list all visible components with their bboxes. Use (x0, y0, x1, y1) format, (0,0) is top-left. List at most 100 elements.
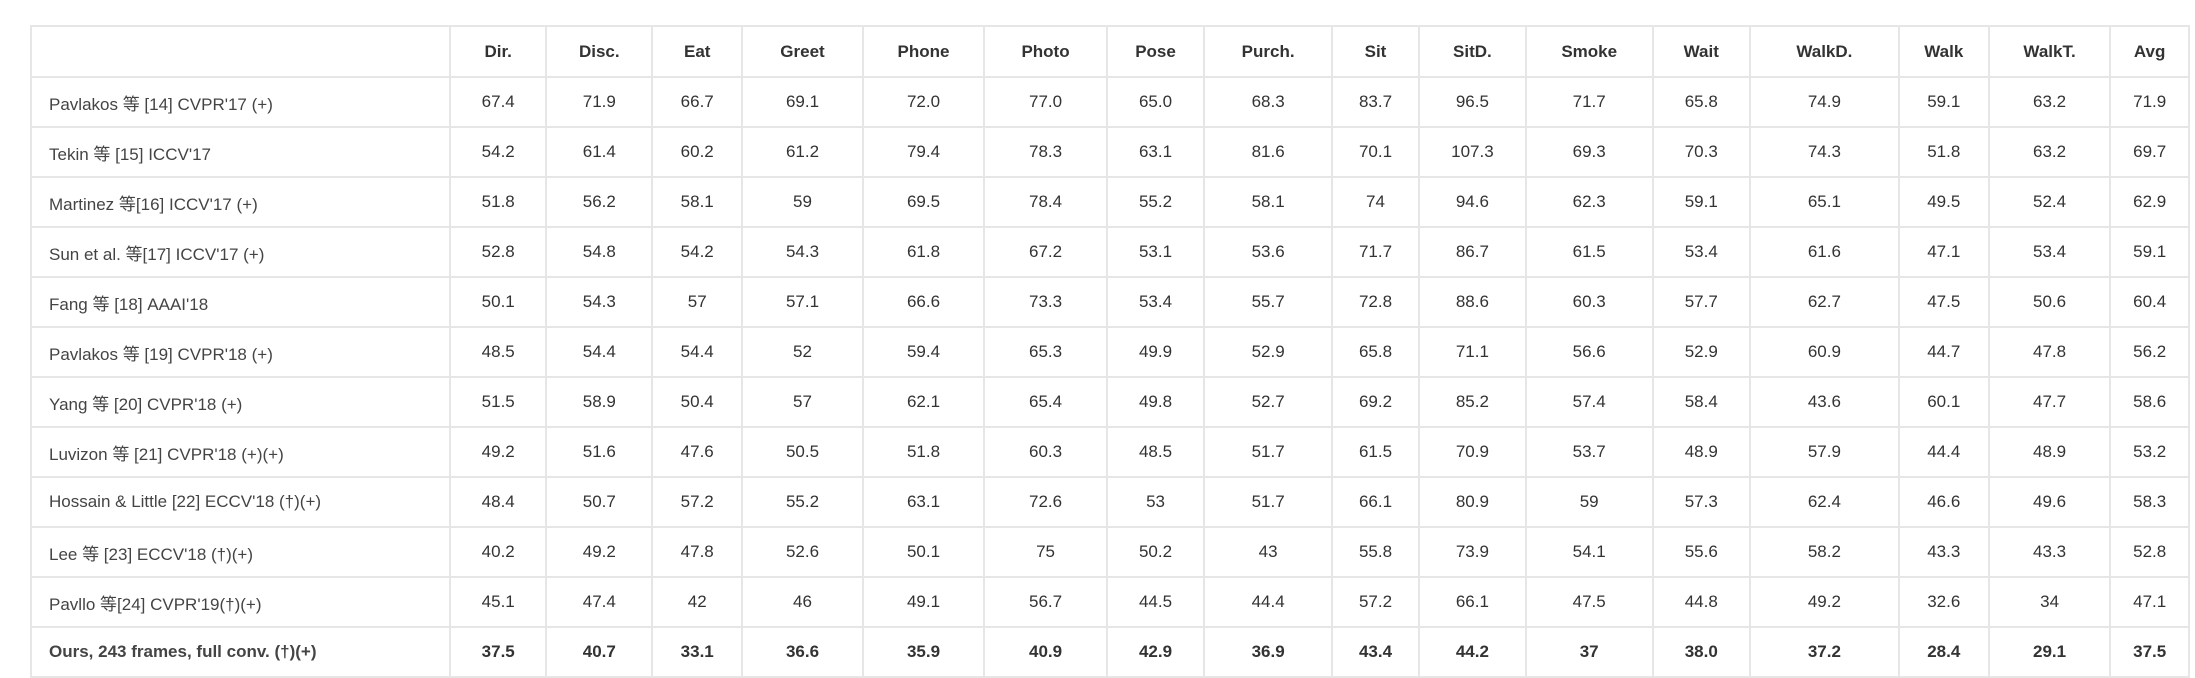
value-cell: 78.4 (983, 176, 1108, 228)
value-cell: 77.0 (983, 76, 1108, 128)
value-cell: 37 (1524, 626, 1654, 678)
value-cell: 58.3 (2109, 476, 2190, 528)
table-row: Tekin 等 [15] ICCV'17 54.2 61.4 60.2 61.2 79.4… (29, 126, 2190, 178)
value-cell: 33.1 (651, 626, 744, 678)
value-cell: 61.5 (1331, 426, 1420, 478)
column-header: WalkD. (1748, 25, 1900, 78)
value-cell: 40.9 (983, 626, 1108, 678)
method-cell: Tekin 等 [15] ICCV'17 (29, 126, 452, 178)
table-row: Fang 等 [18] AAAI'18 50.1 54.3 57 57.1 66.6 73.… (29, 276, 2190, 328)
value-cell: 69.5 (861, 176, 986, 228)
value-cell: 80.9 (1417, 476, 1527, 528)
column-header: Smoke (1524, 25, 1654, 78)
value-cell: 58.6 (2109, 376, 2190, 428)
value-cell: 78.3 (983, 126, 1108, 178)
method-cell: Pavlakos 等 [14] CVPR'17 (+) (29, 76, 452, 128)
value-cell: 36.6 (741, 626, 864, 678)
value-cell: 59.1 (1651, 176, 1751, 228)
column-header: Pose (1105, 25, 1206, 78)
value-cell: 65.8 (1651, 76, 1751, 128)
value-cell: 63.1 (861, 476, 986, 528)
table-row-ours: Ours, 243 frames, full conv. (†)(+) 37.5 4… (29, 626, 2190, 678)
value-cell: 70.9 (1417, 426, 1527, 478)
value-cell: 66.1 (1417, 576, 1527, 628)
value-cell: 60.3 (1524, 276, 1654, 328)
value-cell: 60.1 (1897, 376, 1990, 428)
method-cell: Hossain & Little [22] ECCV'18 (†)(+) (29, 476, 452, 528)
value-cell: 73.3 (983, 276, 1108, 328)
value-cell: 71.9 (2109, 76, 2190, 128)
table-row: Sun et al. 等[17] ICCV'17 (+) 52.8 54.8 54.2… (29, 226, 2190, 278)
value-cell: 42.9 (1105, 626, 1206, 678)
column-header: Dir. (449, 25, 548, 78)
value-cell: 72.8 (1331, 276, 1420, 328)
table-row: Hossain & Little [22] ECCV'18 (†)(+) 48.4… (29, 476, 2190, 528)
value-cell: 65.0 (1105, 76, 1206, 128)
value-cell: 47.7 (1987, 376, 2112, 428)
value-cell: 88.6 (1417, 276, 1527, 328)
value-cell: 75 (983, 526, 1108, 578)
value-cell: 53.4 (1987, 226, 2112, 278)
value-cell: 52.8 (449, 226, 548, 278)
table-header-row: Dir. Disc. Eat Greet Phone Photo Pose Purch. Sit… (29, 25, 2190, 78)
value-cell: 43 (1203, 526, 1334, 578)
value-cell: 62.1 (861, 376, 986, 428)
value-cell: 69.2 (1331, 376, 1420, 428)
value-cell: 56.2 (545, 176, 654, 228)
value-cell: 45.1 (449, 576, 548, 628)
value-cell: 63.1 (1105, 126, 1206, 178)
value-cell: 52 (741, 326, 864, 378)
value-cell: 54.3 (741, 226, 864, 278)
value-cell: 53.4 (1651, 226, 1751, 278)
value-cell: 57.1 (741, 276, 864, 328)
value-cell: 50.5 (741, 426, 864, 478)
value-cell: 61.6 (1748, 226, 1900, 278)
method-cell: Pavllo 等[24] CVPR'19(†)(+) (29, 576, 452, 628)
value-cell: 50.2 (1105, 526, 1206, 578)
value-cell: 51.8 (449, 176, 548, 228)
value-cell: 54.8 (545, 226, 654, 278)
value-cell: 58.1 (651, 176, 744, 228)
value-cell: 71.1 (1417, 326, 1527, 378)
method-cell: Luvizon 等 [21] CVPR'18 (+)(+) (29, 426, 452, 478)
method-cell: Fang 等 [18] AAAI'18 (29, 276, 452, 328)
value-cell: 59.1 (2109, 226, 2190, 278)
value-cell: 71.9 (545, 76, 654, 128)
value-cell: 66.7 (651, 76, 744, 128)
value-cell: 43.4 (1331, 626, 1420, 678)
value-cell: 57.2 (651, 476, 744, 528)
value-cell: 86.7 (1417, 226, 1527, 278)
value-cell: 67.2 (983, 226, 1108, 278)
value-cell: 54.2 (651, 226, 744, 278)
results-table: Dir. Disc. Eat Greet Phone Photo Pose Purch. Sit… (29, 25, 2190, 678)
value-cell: 48.9 (1651, 426, 1751, 478)
value-cell: 54.3 (545, 276, 654, 328)
value-cell: 57 (741, 376, 864, 428)
value-cell: 94.6 (1417, 176, 1527, 228)
value-cell: 49.6 (1987, 476, 2112, 528)
value-cell: 57 (651, 276, 744, 328)
value-cell: 60.2 (651, 126, 744, 178)
value-cell: 47.5 (1897, 276, 1990, 328)
value-cell: 63.2 (1987, 126, 2112, 178)
value-cell: 58.4 (1651, 376, 1751, 428)
column-header: Phone (861, 25, 986, 78)
value-cell: 53.2 (2109, 426, 2190, 478)
value-cell: 47.6 (651, 426, 744, 478)
method-cell: Ours, 243 frames, full conv. (†)(+) (29, 626, 452, 678)
table-row: Lee 等 [23] ECCV'18 (†)(+) 40.2 49.2 47.8 52.… (29, 526, 2190, 578)
value-cell: 50.1 (449, 276, 548, 328)
column-header: Photo (983, 25, 1108, 78)
value-cell: 51.7 (1203, 476, 1334, 528)
value-cell: 28.4 (1897, 626, 1990, 678)
value-cell: 53.7 (1524, 426, 1654, 478)
value-cell: 53.4 (1105, 276, 1206, 328)
value-cell: 34 (1987, 576, 2112, 628)
value-cell: 46 (741, 576, 864, 628)
value-cell: 61.4 (545, 126, 654, 178)
value-cell: 32.6 (1897, 576, 1990, 628)
value-cell: 50.6 (1987, 276, 2112, 328)
header-method (29, 25, 452, 78)
value-cell: 48.5 (449, 326, 548, 378)
value-cell: 58.9 (545, 376, 654, 428)
